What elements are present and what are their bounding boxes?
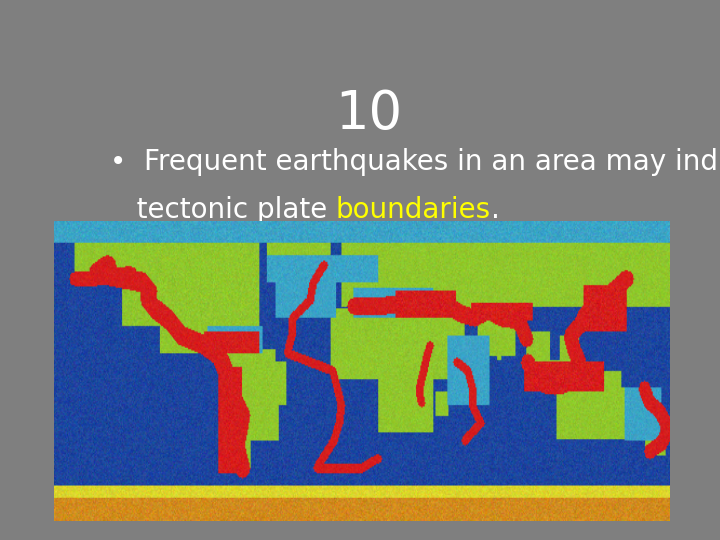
- Text: .: .: [491, 196, 500, 224]
- Text: 10: 10: [336, 87, 402, 140]
- Text: tectonic plate: tectonic plate: [109, 196, 336, 224]
- Text: boundaries: boundaries: [336, 196, 491, 224]
- Text: •  Frequent earthquakes in an area may indicate: • Frequent earthquakes in an area may in…: [109, 148, 720, 176]
